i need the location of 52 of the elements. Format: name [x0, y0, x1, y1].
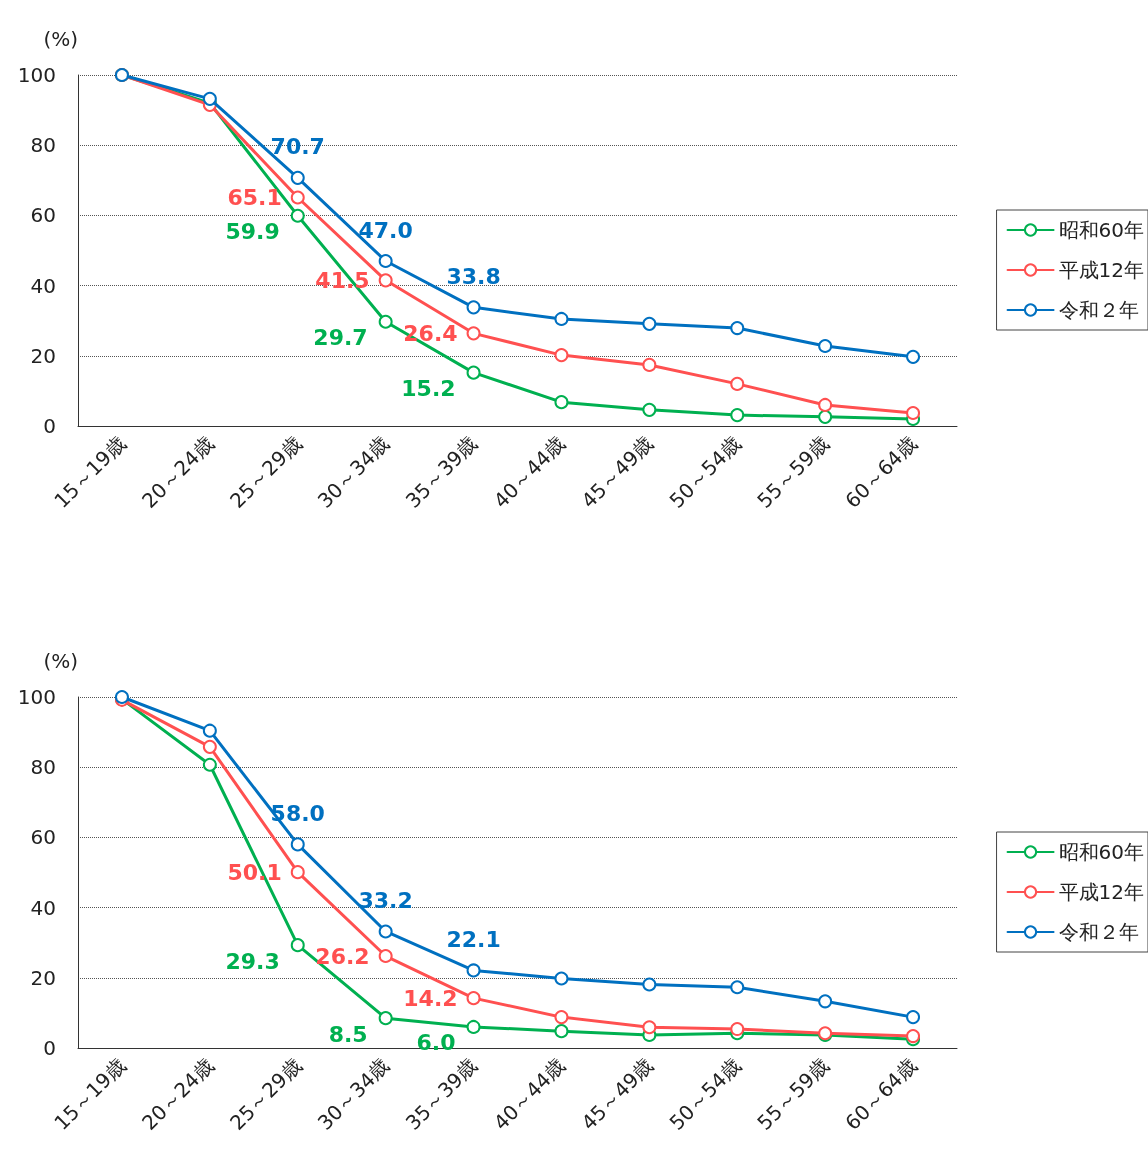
y-axis-title: (%) — [43, 649, 78, 673]
data-label: 15.2 — [401, 376, 456, 402]
data-label: 65.1 — [227, 185, 282, 210]
y-tick-label: 80 — [30, 133, 56, 158]
data-label: 14.2 — [403, 985, 458, 1011]
x-tick-label: 45～49歳 — [576, 1053, 658, 1135]
x-tick-label: 25～29歳 — [225, 431, 307, 513]
y-axis-title: (%) — [43, 27, 78, 51]
data-label: 59.9 — [225, 219, 280, 245]
y-tick-label: 80 — [30, 755, 56, 780]
legend-label: 令和２年 — [1058, 920, 1139, 944]
data-label: 47.0 — [358, 217, 413, 243]
x-tick-label: 50～54歳 — [664, 431, 746, 513]
x-tick-label: 45～49歳 — [576, 431, 658, 513]
x-tick-label: 30～34歳 — [312, 1053, 395, 1135]
y-tick-label: 60 — [30, 203, 56, 228]
y-tick-label: 20 — [30, 343, 56, 368]
y-tick-label: 100 — [17, 63, 56, 87]
y-tick-label: 40 — [30, 895, 56, 920]
x-tick-label: 40～44歳 — [488, 431, 570, 513]
data-label: 29.7 — [313, 325, 368, 351]
legend-label: 昭和60年 — [1058, 840, 1144, 864]
y-tick-label: 100 — [17, 685, 56, 709]
legend-label: 平成12年 — [1058, 258, 1144, 282]
x-tick-label: 40～44歳 — [488, 1053, 570, 1135]
x-tick-label: 50～54歳 — [664, 1053, 746, 1135]
y-tick-label: 40 — [30, 273, 56, 298]
legend-label: 昭和60年 — [1058, 218, 1144, 242]
data-label: 33.8 — [446, 263, 501, 289]
x-tick-label: 25～29歳 — [225, 1053, 307, 1135]
x-tick-label: 35～39歳 — [400, 431, 483, 513]
x-tick-label: 60～64歳 — [840, 431, 922, 513]
x-tick-label: 55～59歳 — [752, 431, 834, 513]
data-label: 70.7 — [270, 134, 325, 160]
y-tick-label: 0 — [43, 1036, 56, 1060]
x-tick-label: 20～24歳 — [137, 431, 219, 513]
x-tick-label: 30～34歳 — [312, 431, 395, 513]
y-tick-label: 60 — [30, 825, 56, 850]
legend-label: 平成12年 — [1058, 880, 1144, 904]
data-label: 33.2 — [358, 887, 413, 913]
x-tick-label: 35～39歳 — [400, 1053, 483, 1135]
x-tick-label: 20～24歳 — [137, 1053, 219, 1135]
data-label: 26.2 — [315, 943, 370, 969]
y-tick-label: 20 — [30, 965, 56, 990]
x-tick-label: 60～64歳 — [840, 1053, 922, 1135]
data-label: 22.1 — [446, 926, 501, 952]
y-tick-label: 0 — [43, 414, 56, 438]
data-label: 26.4 — [403, 320, 458, 346]
legend-label: 令和２年 — [1058, 298, 1139, 322]
data-label: 29.3 — [225, 948, 280, 974]
data-label: 8.5 — [328, 1021, 368, 1047]
x-tick-label: 55～59歳 — [752, 1053, 834, 1135]
